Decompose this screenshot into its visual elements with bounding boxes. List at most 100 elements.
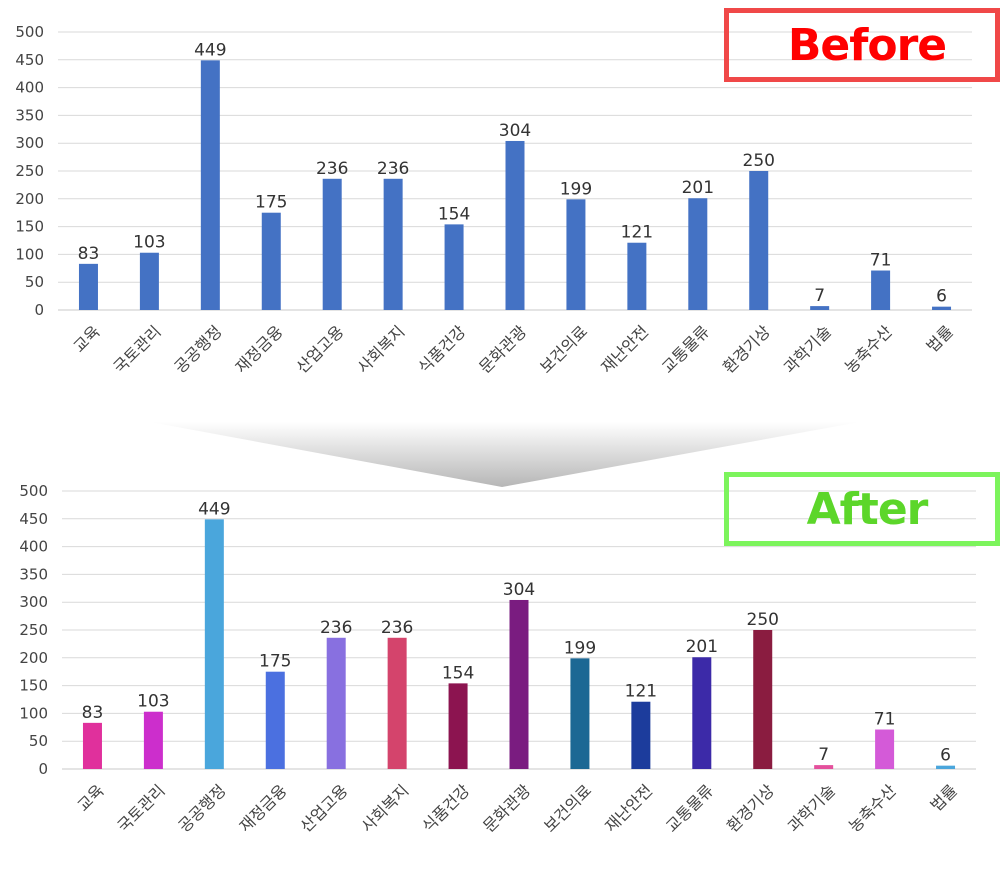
after-bar	[753, 630, 773, 769]
after-y-tick-label: 100	[19, 704, 48, 722]
after-bar	[814, 765, 834, 769]
before-badge: Before	[724, 8, 1000, 82]
before-bar	[444, 224, 464, 310]
before-data-label: 83	[78, 244, 100, 264]
before-label: Before	[787, 19, 947, 71]
after-x-tick-label: 공공행정	[175, 781, 230, 836]
before-bar	[505, 140, 525, 310]
after-bar	[326, 637, 346, 769]
before-data-label: 71	[870, 251, 892, 271]
after-x-tick-label: 환경기상	[723, 781, 778, 836]
after-data-label: 250	[747, 610, 779, 630]
after-x-tick-label: 법률	[927, 781, 961, 815]
before-y-tick-label: 250	[15, 162, 44, 180]
before-data-label: 304	[499, 121, 531, 141]
after-y-tick-label: 350	[19, 565, 48, 583]
before-x-tick-label: 문화관광	[475, 322, 530, 377]
after-data-label: 199	[564, 638, 596, 658]
after-bar	[387, 637, 407, 769]
before-y-tick-label: 350	[15, 106, 44, 124]
after-y-tick-label: 250	[19, 621, 48, 639]
after-x-tick-label: 사회복지	[357, 781, 412, 836]
before-x-tick-label: 재난안전	[597, 322, 652, 377]
after-y-tick-label: 400	[19, 538, 48, 556]
before-data-label: 7	[814, 286, 825, 306]
before-x-tick-label: 농축수산	[841, 322, 896, 377]
before-data-label: 449	[194, 40, 226, 60]
before-y-tick-label: 400	[15, 79, 44, 97]
after-y-tick-label: 300	[19, 593, 48, 611]
before-bar	[627, 242, 647, 310]
after-data-label: 449	[198, 499, 230, 519]
before-bar	[810, 306, 830, 310]
after-x-tick-label: 재난안전	[601, 781, 656, 836]
after-x-tick-label: 산업고용	[296, 781, 351, 836]
before-data-label: 6	[936, 287, 947, 307]
before-x-tick-label: 식품건강	[414, 322, 469, 377]
before-x-tick-label: 교육	[70, 322, 104, 356]
after-data-label: 6	[940, 746, 951, 766]
after-data-label: 103	[137, 692, 169, 712]
after-bar	[509, 599, 529, 769]
before-bar	[749, 171, 769, 310]
before-y-tick-label: 200	[15, 190, 44, 208]
after-bar	[82, 722, 102, 769]
after-bar	[204, 519, 224, 769]
before-y-tick-label: 500	[15, 23, 44, 41]
after-x-tick-label: 교육	[74, 781, 108, 815]
before-bar	[200, 60, 220, 310]
after-y-tick-label: 450	[19, 510, 48, 528]
after-bar	[570, 658, 590, 769]
before-x-tick-label: 국토관리	[110, 322, 165, 377]
before-x-tick-label: 보건의료	[536, 322, 591, 377]
before-bar	[139, 252, 159, 310]
after-bar	[875, 729, 895, 769]
before-bar	[322, 178, 342, 310]
before-x-tick-label: 재정금융	[232, 322, 287, 377]
after-y-tick-label: 200	[19, 649, 48, 667]
after-data-label: 7	[818, 745, 829, 765]
before-y-tick-label: 0	[34, 301, 44, 319]
after-bar	[448, 683, 468, 769]
after-x-tick-label: 농축수산	[845, 781, 900, 836]
after-data-label: 236	[320, 618, 352, 638]
after-data-label: 201	[686, 637, 718, 657]
before-x-tick-label: 환경기상	[719, 322, 774, 377]
before-bar	[566, 199, 586, 310]
before-bar	[932, 306, 952, 310]
after-data-label: 71	[874, 710, 896, 730]
after-x-tick-label: 재정금융	[236, 781, 291, 836]
before-data-label: 175	[255, 193, 287, 213]
after-bar	[631, 701, 651, 769]
before-data-label: 250	[743, 151, 775, 171]
after-bar	[692, 657, 712, 769]
before-x-tick-label: 사회복지	[353, 322, 408, 377]
before-bar	[383, 178, 403, 310]
after-y-tick-label: 500	[19, 482, 48, 500]
before-data-label: 103	[133, 233, 165, 253]
after-data-label: 175	[259, 652, 291, 672]
after-bar	[265, 671, 285, 769]
before-bar	[78, 263, 98, 310]
before-y-tick-label: 50	[25, 273, 44, 291]
before-y-tick-label: 300	[15, 134, 44, 152]
after-data-label: 304	[503, 580, 535, 600]
after-bar	[143, 711, 163, 769]
before-bar	[871, 270, 891, 310]
before-x-tick-label: 과학기술	[780, 322, 835, 377]
before-y-tick-label: 450	[15, 51, 44, 69]
before-data-label: 199	[560, 179, 592, 199]
before-data-label: 154	[438, 204, 470, 224]
after-x-tick-label: 교통물류	[662, 781, 717, 836]
before-x-tick-label: 산업고용	[292, 322, 347, 377]
before-bar	[261, 212, 281, 310]
before-data-label: 121	[621, 223, 653, 243]
after-x-tick-label: 국토관리	[114, 781, 169, 836]
after-x-tick-label: 과학기술	[784, 781, 839, 836]
before-data-label: 201	[682, 178, 714, 198]
after-y-tick-label: 0	[38, 760, 48, 778]
after-data-label: 154	[442, 663, 474, 683]
before-x-tick-label: 법률	[923, 322, 957, 356]
after-data-label: 83	[82, 703, 104, 723]
